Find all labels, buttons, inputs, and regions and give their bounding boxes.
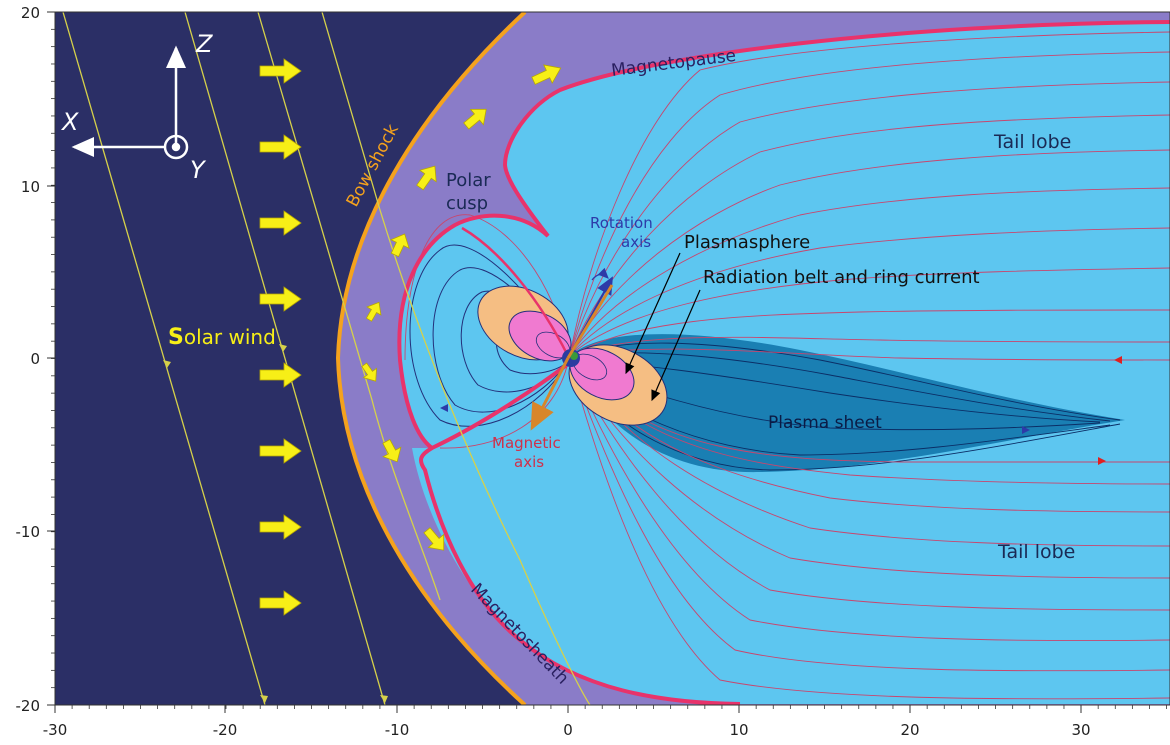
magnetosheath-flow-arrows: [361, 64, 562, 551]
solar-wind-flow-arrows: [259, 58, 302, 616]
tail-lobe-bottom-label: Tail lobe: [997, 541, 1075, 563]
interplanetary-field-line-arrows: [163, 344, 388, 703]
y-axis-minor-ticks: [51, 11, 55, 706]
rotation-axis-label-line1: Rotation: [590, 214, 653, 232]
magnetic-axis-label-line1: Magnetic: [492, 434, 561, 452]
x-tick-label: -30: [43, 721, 68, 739]
tail-field-lines-south: [569, 361, 1170, 700]
magnetic-axis-line: [566, 284, 614, 359]
x-axis-minor-ticks: [54, 705, 1167, 709]
y-tick-label: 0: [30, 350, 40, 368]
interplanetary-field-lines: [62, 12, 591, 705]
x-tick-label: 20: [900, 721, 919, 739]
plasma-sheet-region: [568, 334, 1125, 473]
magnetopause-line: [397, 20, 1170, 450]
x-tick-label: -10: [385, 721, 410, 739]
radiation-belt-label: Radiation belt and ring current: [703, 267, 980, 288]
axis-label-z: Z: [195, 30, 213, 58]
x-tick-label: 10: [729, 721, 748, 739]
polar-cusp-label-line2: cusp: [446, 193, 488, 214]
polar-cusp-label-line1: Polar: [446, 170, 491, 191]
x-tick-label: 30: [1071, 721, 1090, 739]
y-tick-label: 10: [21, 178, 40, 196]
magnetic-axis-line-south: [530, 357, 570, 431]
solar-wind-label: Solar wind: [168, 325, 276, 350]
plasmasphere-label: Plasmasphere: [684, 232, 810, 253]
magnetopause-line-south: [418, 362, 741, 705]
bow-shock-line: [335, 12, 527, 705]
dayside-outer-field-lines: [404, 214, 569, 449]
rotation-axis-label-line2: axis: [621, 233, 651, 251]
plasmasphere-pointer: [625, 252, 681, 375]
tail-lobe-top-label: Tail lobe: [993, 131, 1071, 153]
field-direction-arrows: [440, 356, 1122, 465]
y-tick-label: -10: [16, 523, 41, 541]
tail-field-lines-north: [569, 31, 1170, 361]
coordinate-axes: [71, 45, 189, 160]
y-tick-label: -20: [16, 697, 41, 715]
plasma-sheet-label: Plasma sheet: [768, 413, 882, 433]
y-tick-label: 20: [21, 4, 40, 22]
x-tick-label: -20: [213, 721, 238, 739]
axis-label-x: X: [60, 108, 79, 136]
x-tick-label: 0: [563, 721, 573, 739]
magnetic-axis-label-line2: axis: [514, 453, 544, 471]
radiation-belt-pointer: [651, 289, 701, 402]
axis-label-y: Y: [190, 156, 207, 184]
